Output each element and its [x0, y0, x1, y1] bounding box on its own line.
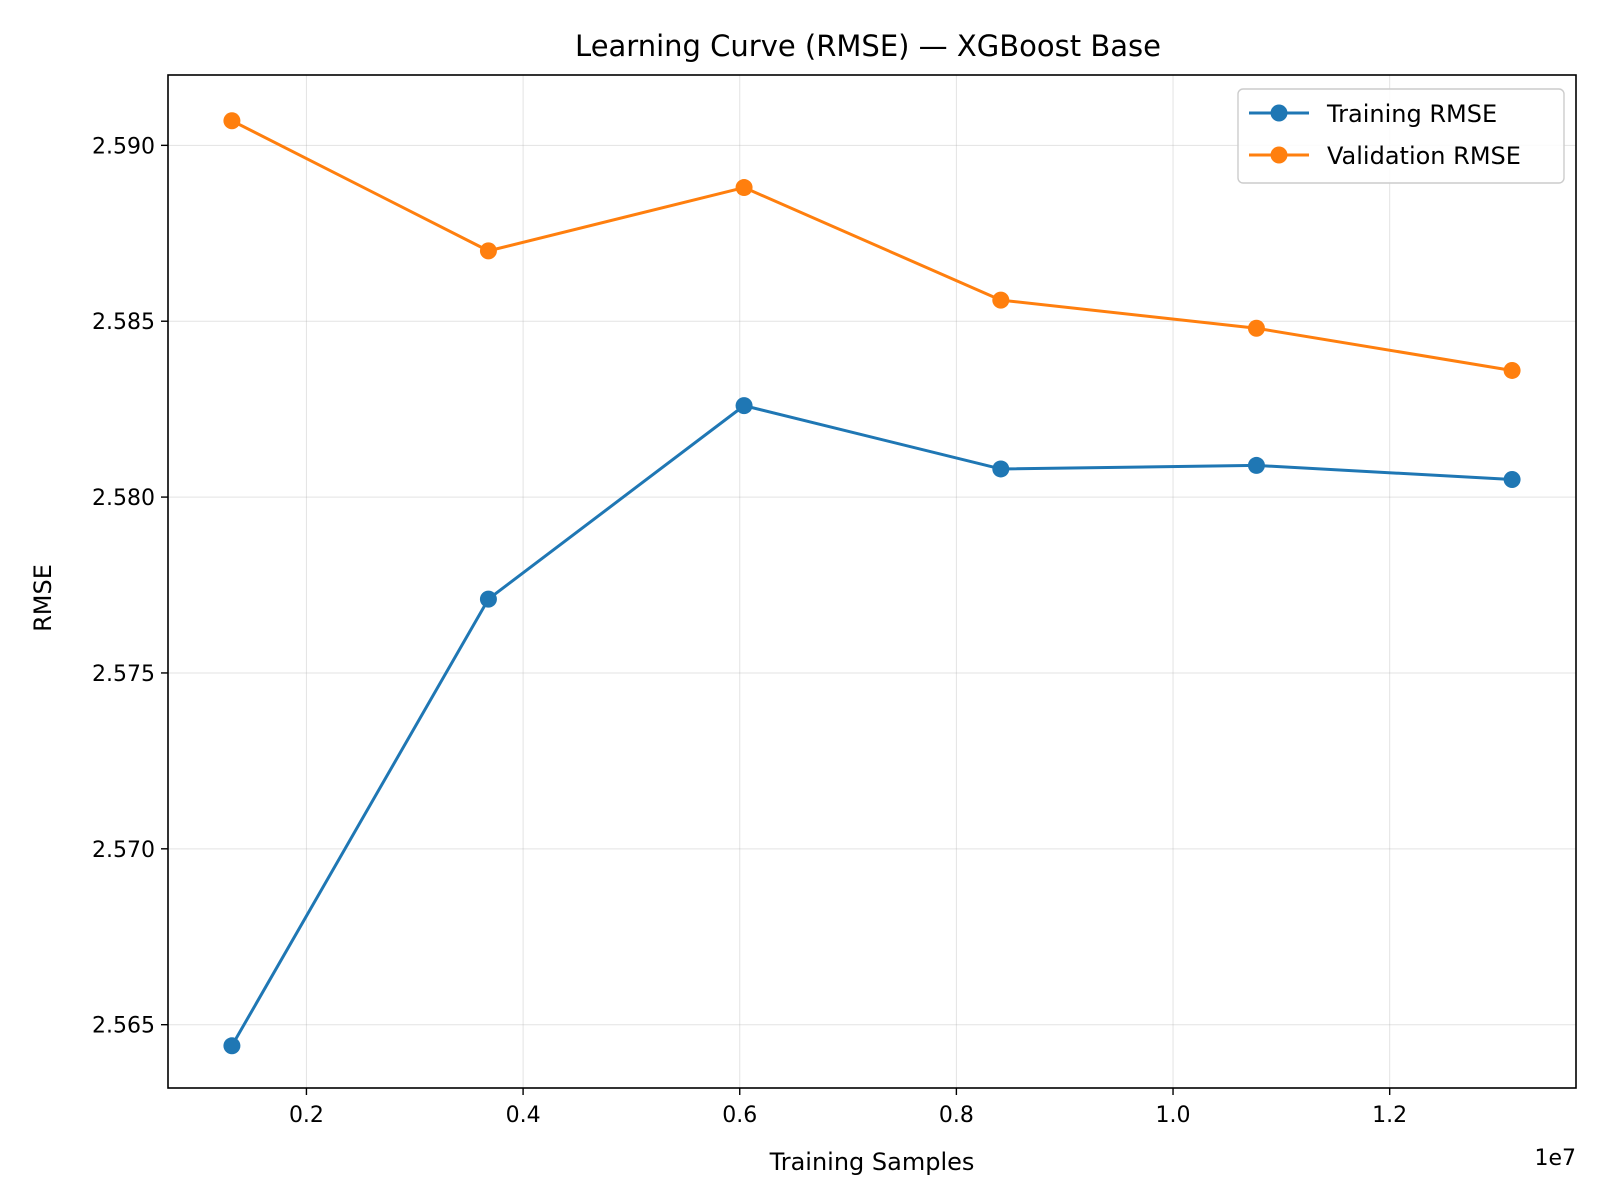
y-tick-label: 2.590: [92, 134, 155, 159]
series-validation-rmse: [223, 112, 1521, 379]
training-rmse-line: [230, 404, 1513, 1047]
validation-rmse-point: [223, 112, 241, 130]
validation-rmse-point: [1503, 361, 1521, 379]
legend-label: Training RMSE: [1326, 100, 1497, 128]
y-axis-label: RMSE: [29, 564, 57, 632]
x-tick-label: 0.8: [939, 1103, 974, 1128]
legend-item-validation-rmse: Validation RMSE: [1249, 142, 1521, 170]
y-tick-label: 2.585: [92, 310, 155, 335]
x-axis: 0.2 0.4 0.6 0.8 1.0 1.2: [289, 1088, 1407, 1128]
x-tick-label: 0.2: [289, 1103, 324, 1128]
x-tick-label: 1.2: [1372, 1103, 1407, 1128]
y-tick-label: 2.570: [92, 838, 155, 863]
training-rmse-point: [223, 1037, 241, 1055]
validation-rmse-line: [231, 119, 1513, 372]
legend: Training RMSE Validation RMSE: [1237, 88, 1565, 184]
grid: [168, 75, 1576, 1088]
validation-rmse-point: [1247, 319, 1265, 337]
legend-box: [1237, 88, 1565, 184]
x-axis-offset-label: 1e7: [1534, 1146, 1576, 1171]
y-tick-label: 2.580: [92, 486, 155, 511]
legend-swatch-marker: [1270, 104, 1288, 122]
validation-rmse-point: [479, 242, 497, 260]
y-tick-label: 2.565: [92, 1014, 155, 1039]
legend-swatch-marker: [1270, 146, 1288, 164]
y-axis: 2.565 2.570 2.575 2.580 2.585 2.590: [92, 134, 168, 1039]
x-tick-label: 0.6: [722, 1103, 757, 1128]
series-layer: [223, 112, 1521, 1055]
series-training-rmse: [223, 397, 1521, 1055]
legend-label: Validation RMSE: [1327, 142, 1521, 170]
training-rmse-point: [992, 460, 1010, 478]
training-rmse-point: [479, 590, 497, 608]
chart-title: Learning Curve (RMSE) — XGBoost Base: [575, 29, 1161, 63]
y-tick-label: 2.575: [92, 662, 155, 687]
x-tick-label: 1.0: [1156, 1103, 1191, 1128]
plot-frame: [167, 74, 1577, 1089]
validation-rmse-point: [992, 291, 1010, 309]
training-rmse-point: [1247, 456, 1265, 474]
x-tick-label: 0.4: [506, 1103, 541, 1128]
training-rmse-point: [1503, 470, 1521, 488]
training-rmse-point: [735, 397, 753, 415]
legend-item-training-rmse: Training RMSE: [1249, 100, 1497, 128]
x-axis-label: Training Samples: [769, 1148, 975, 1176]
validation-rmse-point: [735, 179, 753, 197]
